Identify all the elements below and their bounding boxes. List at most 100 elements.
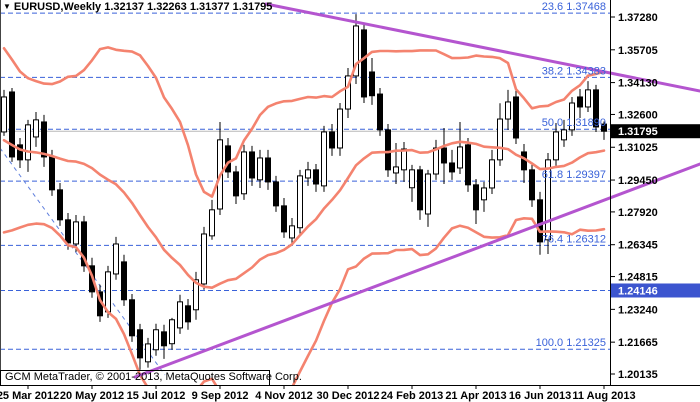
candle-body bbox=[233, 171, 239, 197]
time-scale[interactable]: 25 Mar 2012 20 May 2012 15 Jul 2012 9 Sep 2… bbox=[0, 386, 636, 402]
candle-body bbox=[585, 89, 591, 108]
candle-body bbox=[81, 221, 87, 267]
date-tick-label: 15 Jul 2012 bbox=[127, 390, 186, 402]
price-tick-label: 1.21665 bbox=[618, 337, 658, 349]
upper-descending-trendline bbox=[264, 2, 700, 93]
date-tick-label: 4 Nov 2012 bbox=[255, 390, 312, 402]
candle-body bbox=[305, 169, 311, 179]
candle-body bbox=[393, 166, 399, 174]
candle-body bbox=[65, 219, 71, 244]
candles-layer bbox=[1, 14, 607, 370]
candle-body bbox=[121, 261, 127, 301]
date-tick-label: 24 Feb 2013 bbox=[381, 390, 443, 402]
candle-body bbox=[433, 147, 439, 175]
candle-body bbox=[113, 243, 119, 275]
trendlines-layer bbox=[133, 2, 700, 379]
axes-layer bbox=[0, 0, 700, 386]
candle-body bbox=[201, 233, 207, 285]
chart-symbol-timeframe: EURUSD,Weekly bbox=[13, 1, 102, 13]
candle-body bbox=[265, 157, 271, 183]
date-tick-label: 16 Jun 2013 bbox=[509, 390, 571, 402]
candle-body bbox=[425, 173, 431, 215]
candle-body bbox=[473, 184, 479, 211]
candle-body bbox=[257, 157, 263, 181]
candle-body bbox=[569, 102, 575, 131]
chart-title: ▼ EURUSD,Weekly 1.32137 1.32263 1.31377 1… bbox=[3, 1, 272, 13]
price-tick-label: 1.20135 bbox=[618, 369, 658, 381]
candle-body bbox=[169, 319, 175, 345]
candle-body bbox=[465, 144, 471, 186]
price-scale[interactable]: 1.37280 1.35705 1.34130 1.32600 1.31025 1.294… bbox=[611, 12, 700, 381]
bollinger-bands bbox=[2, 46, 606, 385]
price-tick-label: 1.37280 bbox=[618, 12, 658, 24]
candle-body bbox=[321, 131, 327, 187]
candle-body bbox=[401, 148, 407, 171]
fib-label-50.0: 50.0 1.31890 bbox=[542, 117, 606, 129]
candle-body bbox=[513, 96, 519, 139]
level-price-label: 1.24146 bbox=[618, 285, 658, 297]
date-tick-label: 21 Apr 2013 bbox=[445, 390, 506, 402]
price-tick-label: 1.29450 bbox=[618, 175, 658, 187]
candle-body bbox=[497, 118, 503, 161]
candle-body bbox=[281, 205, 287, 233]
fib-label-38.2: 38.2 1.34383 bbox=[542, 65, 606, 77]
date-tick-label: 9 Sep 2012 bbox=[192, 390, 249, 402]
candle-body bbox=[297, 175, 303, 229]
price-tick-label: 1.34130 bbox=[618, 78, 658, 90]
candle-body bbox=[385, 129, 391, 171]
price-tick-label: 1.31025 bbox=[618, 142, 658, 154]
candle-body bbox=[137, 329, 143, 359]
lower-ascending-trendline bbox=[133, 162, 700, 379]
candle-body bbox=[593, 89, 599, 128]
candle-body bbox=[545, 159, 551, 241]
candle-body bbox=[353, 25, 359, 77]
candle-body bbox=[185, 305, 191, 323]
copyright-label: GCM MetaTrader, © 2001-2013, MetaQuotes … bbox=[0, 370, 302, 386]
price-tick-label: 1.23240 bbox=[618, 304, 658, 316]
candle-body bbox=[33, 119, 39, 138]
candle-body bbox=[489, 159, 495, 189]
price-tick-label: 1.26345 bbox=[618, 240, 658, 252]
candle-body bbox=[193, 279, 199, 311]
candle-body bbox=[9, 91, 15, 158]
bollinger-middle bbox=[2, 139, 606, 290]
candle-body bbox=[225, 145, 231, 173]
price-tick-label: 1.24815 bbox=[618, 272, 658, 284]
candle-body bbox=[553, 131, 559, 161]
candle-body bbox=[361, 29, 367, 98]
price-tick-label: 1.35705 bbox=[618, 45, 658, 57]
bollinger-lower bbox=[2, 217, 606, 385]
candle-body bbox=[481, 187, 487, 201]
current-price-box bbox=[611, 124, 700, 139]
candle-body bbox=[73, 221, 79, 245]
fib-label-100.0: 100.0 1.21325 bbox=[536, 337, 606, 349]
candle-body bbox=[161, 331, 167, 347]
candle-body bbox=[505, 101, 511, 120]
fibonacci-levels bbox=[0, 12, 610, 376]
candle-body bbox=[377, 93, 383, 131]
candle-body bbox=[313, 169, 319, 185]
candle-body bbox=[145, 343, 151, 363]
date-tick-label: 25 Mar 2012 bbox=[0, 390, 59, 402]
candle-body bbox=[441, 147, 447, 164]
candle-body bbox=[177, 301, 183, 329]
candle-body bbox=[49, 156, 55, 191]
price-tick-label: 1.32600 bbox=[618, 109, 658, 121]
candle-body bbox=[417, 169, 423, 211]
candle-body bbox=[1, 96, 7, 133]
candle-body bbox=[25, 124, 31, 161]
candle-body bbox=[561, 129, 567, 141]
candle-body bbox=[537, 199, 543, 243]
candle-body bbox=[345, 75, 351, 110]
fib-label-61.8: 61.8 1.29397 bbox=[542, 169, 606, 181]
candle-body bbox=[129, 299, 135, 337]
candle-body bbox=[105, 271, 111, 313]
fibonacci-labels: 23.6 1.37468 38.2 1.34383 50.0 1.31890 61.8… bbox=[536, 1, 606, 349]
symbol-dropdown-icon[interactable]: ▼ bbox=[3, 2, 11, 11]
candle-body bbox=[449, 162, 455, 173]
date-tick-label: 30 Dec 2012 bbox=[317, 390, 380, 402]
candle-body bbox=[57, 189, 63, 221]
candle-body bbox=[337, 108, 343, 149]
candle-body bbox=[329, 131, 335, 149]
